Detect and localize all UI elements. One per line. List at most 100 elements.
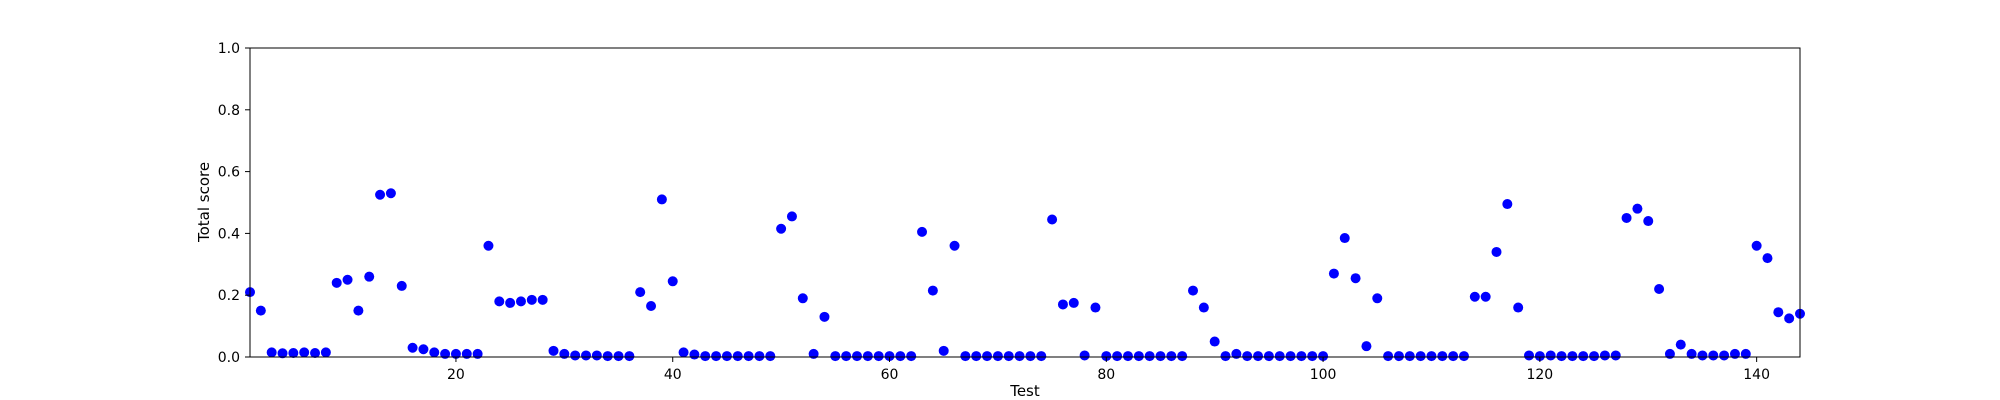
data-point [1242, 351, 1253, 362]
y-tick-label: 1.0 [218, 41, 240, 57]
data-point [1729, 348, 1740, 359]
data-point [971, 351, 982, 362]
data-point [255, 305, 266, 316]
data-point [537, 294, 548, 305]
data-point [776, 223, 787, 234]
data-point [927, 285, 938, 296]
data-point [1068, 297, 1079, 308]
data-point [960, 351, 971, 362]
data-point [429, 347, 440, 358]
data-point [678, 347, 689, 358]
data-point [1220, 351, 1231, 362]
data-point [353, 305, 364, 316]
data-point [1469, 291, 1480, 302]
data-point [732, 351, 743, 362]
data-point [635, 287, 646, 298]
x-tick-label: 20 [447, 367, 465, 383]
data-point [418, 344, 429, 355]
data-point [559, 348, 570, 359]
data-point [721, 351, 732, 362]
data-point [1350, 273, 1361, 284]
data-point [1090, 302, 1101, 313]
data-point [1513, 302, 1524, 313]
data-point [1036, 351, 1047, 362]
data-point [624, 351, 635, 362]
data-point [1643, 216, 1654, 227]
data-point [1686, 348, 1697, 359]
data-point [646, 301, 657, 312]
data-point [1578, 351, 1589, 362]
data-point [1263, 351, 1274, 362]
y-axis-label: Total score [195, 162, 213, 243]
data-point [1307, 351, 1318, 362]
data-point [1144, 351, 1155, 362]
data-point [711, 351, 722, 362]
y-tick-label: 0.6 [218, 165, 240, 181]
data-point [266, 347, 277, 358]
data-point [1079, 350, 1090, 361]
axis-ticks: 20 40 60 80 100 120 140 0.0 0.2 0.4 0.6 0.8 1.0 [218, 41, 1770, 383]
data-point [1393, 351, 1404, 362]
data-point [1502, 199, 1513, 210]
data-point [1198, 302, 1209, 313]
data-point [786, 211, 797, 222]
data-point [830, 351, 841, 362]
data-point [982, 351, 993, 362]
data-point [1177, 351, 1188, 362]
data-point [1708, 350, 1719, 361]
x-tick-label: 120 [1526, 367, 1553, 383]
data-point [1751, 240, 1762, 251]
data-point [743, 351, 754, 362]
data-point [342, 274, 353, 285]
data-point [851, 351, 862, 362]
data-point [483, 240, 494, 251]
data-point [320, 347, 331, 358]
data-point [1155, 351, 1166, 362]
data-point [602, 351, 613, 362]
data-point [407, 342, 418, 353]
data-point [1448, 351, 1459, 362]
data-point [472, 348, 483, 359]
data-point [884, 351, 895, 362]
data-point [613, 351, 624, 362]
data-point [819, 311, 830, 322]
data-point [1556, 351, 1567, 362]
data-point [1762, 253, 1773, 264]
data-point [1133, 351, 1144, 362]
data-point [548, 345, 559, 356]
x-tick-label: 80 [1097, 367, 1115, 383]
data-point [1610, 350, 1621, 361]
data-point [310, 347, 321, 358]
data-point [1188, 285, 1199, 296]
data-point [1014, 351, 1025, 362]
data-point [331, 277, 342, 288]
y-tick-label: 0.2 [218, 288, 240, 304]
data-point [1122, 351, 1133, 362]
data-point [873, 351, 884, 362]
y-tick-label: 0.0 [218, 350, 240, 366]
data-point [689, 349, 700, 360]
data-point [1654, 284, 1665, 295]
data-point [1166, 351, 1177, 362]
data-point [1101, 351, 1112, 362]
data-point [1491, 246, 1502, 257]
data-point [375, 189, 386, 200]
data-point [1209, 336, 1220, 347]
data-point [1621, 212, 1632, 223]
data-point [1599, 350, 1610, 361]
data-point [1545, 350, 1556, 361]
data-point [765, 351, 776, 362]
data-point [1025, 351, 1036, 362]
data-point [1784, 313, 1795, 324]
data-point [277, 348, 288, 359]
data-point [700, 351, 711, 362]
x-tick-label: 40 [664, 367, 682, 383]
data-point [1253, 351, 1264, 362]
y-tick-label: 0.4 [218, 226, 240, 242]
data-point [992, 351, 1003, 362]
data-point [754, 351, 765, 362]
data-point [917, 226, 928, 237]
data-point [1524, 350, 1535, 361]
data-point [667, 276, 678, 287]
